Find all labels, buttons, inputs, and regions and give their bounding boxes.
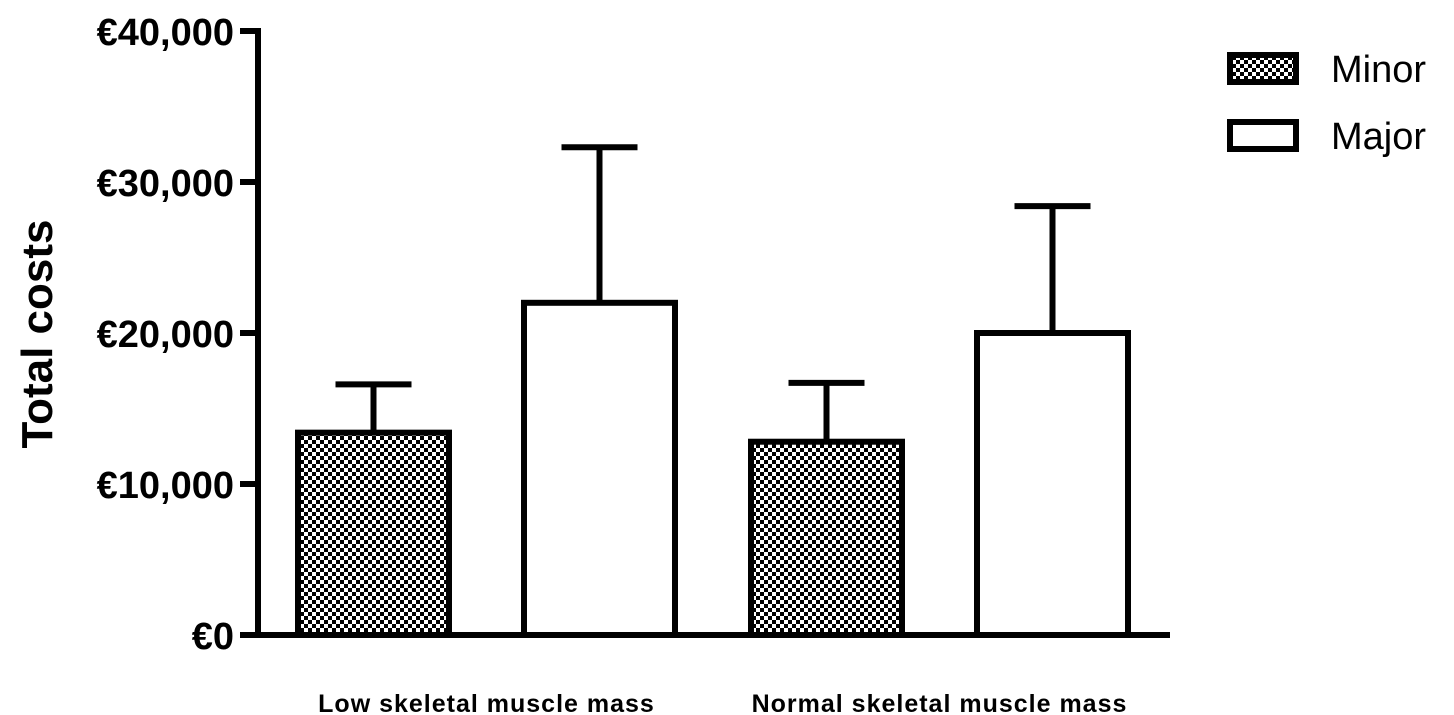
y-axis-title: Total costs — [13, 219, 62, 448]
y-tick-label: €0 — [192, 616, 234, 658]
legend-label: Minor — [1331, 49, 1426, 91]
category-label: Normal skeletal muscle mass — [752, 690, 1128, 715]
bars-group — [295, 144, 1131, 638]
category-labels: Low skeletal muscle mass Normal skeletal … — [318, 690, 1128, 715]
bar-major-normal — [974, 330, 1131, 638]
y-tick-label: €20,000 — [97, 314, 234, 356]
category-label: Low skeletal muscle mass — [318, 690, 655, 715]
bar-minor-low — [295, 429, 452, 638]
legend: Minor Major — [1227, 49, 1426, 158]
bar-major-low — [521, 299, 678, 638]
y-tick-label: €10,000 — [97, 465, 234, 507]
legend-swatch-major — [1227, 119, 1299, 152]
y-tick-label: €30,000 — [97, 163, 234, 205]
y-axis: €0 €10,000 €20,000 €30,000 €40,000 — [97, 12, 261, 658]
y-tick-label: €40,000 — [97, 12, 234, 54]
legend-swatch-minor — [1227, 52, 1299, 85]
legend-label: Major — [1331, 116, 1426, 158]
bar-minor-normal — [748, 438, 905, 638]
